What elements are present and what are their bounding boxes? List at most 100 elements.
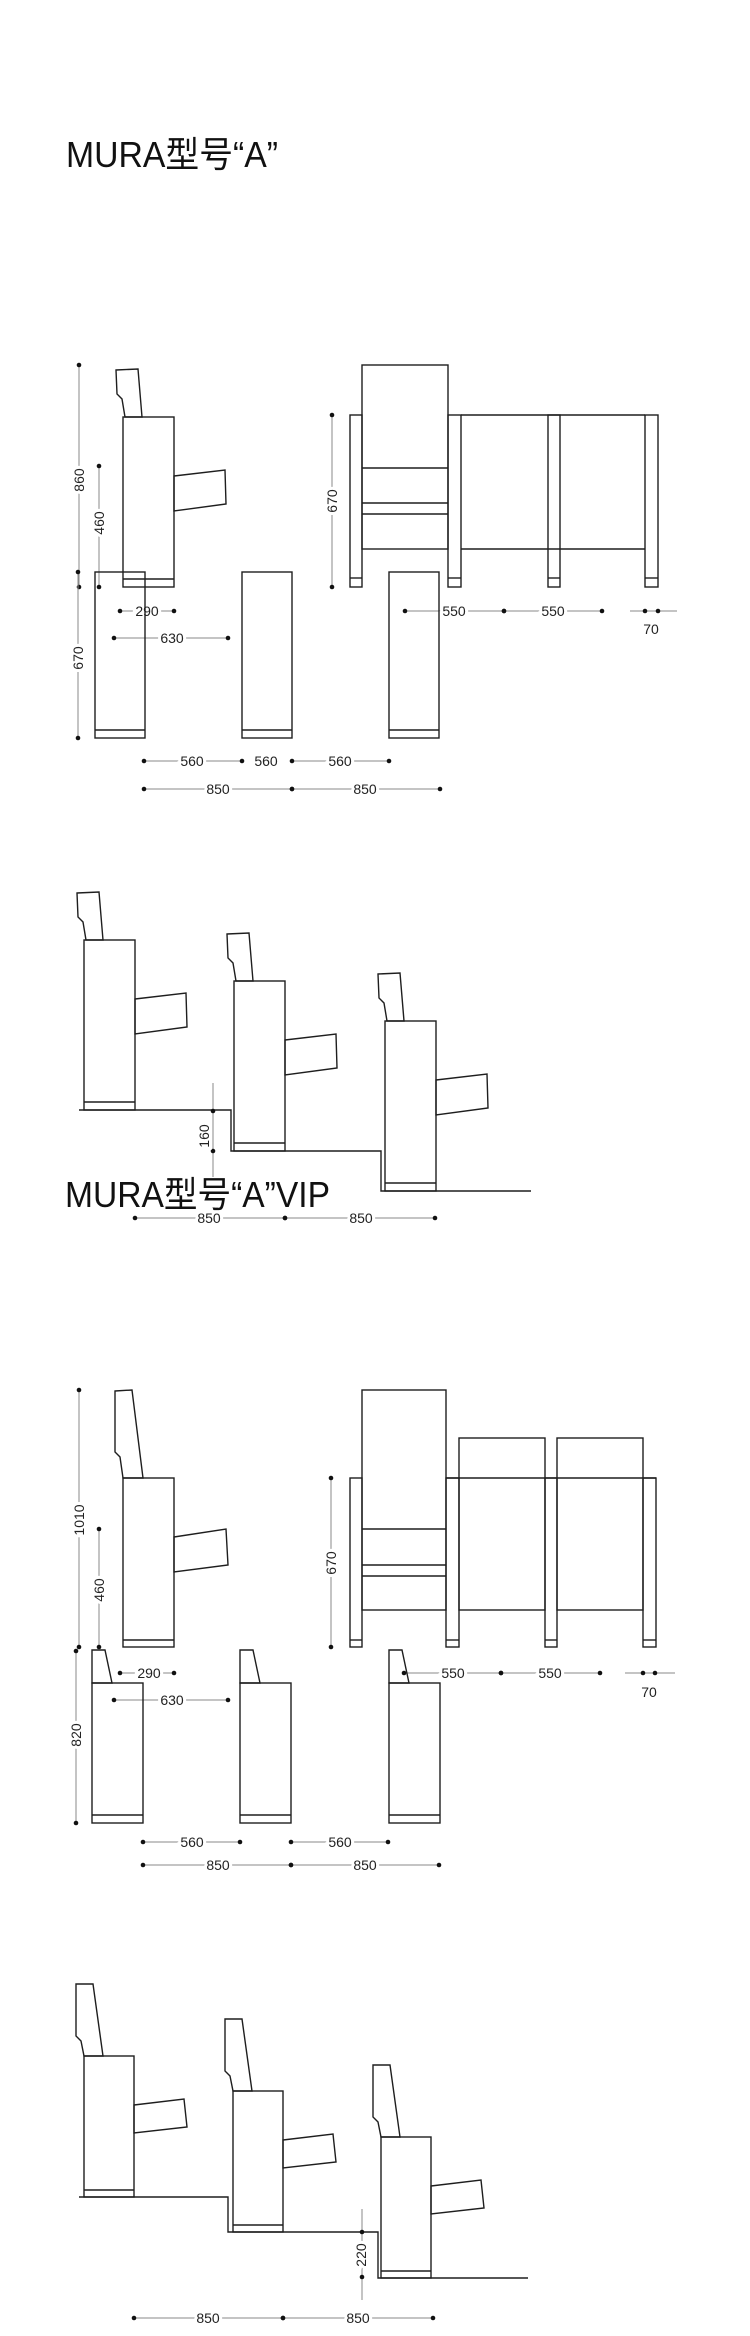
dimension-label: 860 (71, 468, 87, 492)
dimension-dot (132, 1215, 138, 1221)
headrest (91, 1649, 113, 1684)
dimension-dot (225, 635, 231, 641)
post-outline (447, 414, 462, 588)
dimension-dot (131, 2315, 137, 2321)
dimension-dot (437, 786, 443, 792)
dimension-dot (225, 1697, 231, 1703)
floor-steps (79, 1109, 531, 1192)
backrest-front (361, 1389, 447, 1611)
dimension-dot (501, 608, 507, 614)
dimension-label: 290 (137, 1665, 161, 1681)
post-outline (544, 1477, 558, 1648)
dimension-dot (640, 1670, 646, 1676)
armrest-post (642, 1477, 657, 1648)
dimension-dot (401, 1670, 407, 1676)
seat-body (122, 416, 175, 588)
dimension-dot (385, 1839, 391, 1845)
armrest-post (349, 1477, 363, 1648)
headrest (226, 932, 254, 982)
dimension-dot (289, 786, 295, 792)
dimension-dot (96, 1526, 102, 1532)
post-outline (644, 414, 659, 588)
section-title-a-vip: MURA型号“A”VIP (65, 1174, 330, 1215)
dimension-label: 560 (328, 753, 352, 769)
seat-cushion (133, 2098, 188, 2134)
dimension-label: 630 (160, 1692, 184, 1708)
seat-outline (241, 571, 293, 739)
seat-cushion (173, 1528, 229, 1573)
dimension-dot (329, 412, 335, 418)
stepped-view-vip: 220 850 850 (75, 1983, 528, 2329)
armrest-post (547, 414, 561, 588)
dimension-dot (282, 1215, 288, 1221)
dimension-label: 70 (641, 1684, 657, 1700)
headrest (115, 368, 143, 418)
dimension-dot (117, 608, 123, 614)
floor-steps (79, 2196, 528, 2279)
backrest-front (556, 1437, 644, 1611)
folded-seat (388, 1649, 441, 1824)
dimension-label: 670 (323, 1551, 339, 1575)
folded-seat (94, 571, 146, 739)
side-view-seat (114, 1389, 229, 1648)
dimension-dot (117, 1670, 123, 1676)
dimension-dot (280, 2315, 286, 2321)
folded-seat (239, 1649, 292, 1824)
armrest-post (544, 1477, 558, 1648)
seat-cushion (430, 2179, 485, 2215)
headrest (75, 1983, 104, 2057)
dimension-dot (140, 1862, 146, 1868)
armrest-post (349, 414, 363, 588)
dimension-dot (430, 2315, 436, 2321)
dimension-dot (111, 635, 117, 641)
dimension-dot (289, 758, 295, 764)
seat-body (232, 2090, 284, 2233)
dimension-dot (359, 2229, 365, 2235)
armrest-post (644, 414, 659, 588)
row-seat (224, 2018, 337, 2233)
backrest-front (361, 364, 449, 550)
dimension-label: 220 (353, 2243, 369, 2267)
dimension-dot (329, 584, 335, 590)
dimension-dot (76, 1644, 82, 1650)
seat-body (83, 939, 136, 1111)
dimension-dot (599, 608, 605, 614)
front-view-a: 670 550 550 70 (321, 364, 677, 640)
stepped-view-a: 160 850 850 (76, 891, 531, 1229)
row-seat (226, 932, 338, 1152)
dimension-dot (96, 584, 102, 590)
dimension-label: 850 (206, 1857, 230, 1873)
side-view-seat (115, 368, 227, 588)
dimension-label: 560 (328, 1834, 352, 1850)
side-view-vip: 1010 460 290 630 (68, 1387, 231, 1711)
seat-outline (91, 1682, 144, 1824)
post-outline (349, 1477, 363, 1648)
dimension-label: 850 (349, 1210, 373, 1226)
dimension-label: 630 (160, 630, 184, 646)
dimension-label: 850 (346, 2310, 370, 2326)
dimension-label: 550 (538, 1665, 562, 1681)
dimension-dot (111, 1697, 117, 1703)
dimension-dot (96, 463, 102, 469)
dimension-dot (171, 608, 177, 614)
folded-seat (91, 1649, 144, 1824)
dimension-dot (73, 1648, 79, 1654)
headrest (224, 2018, 253, 2092)
dimension-dot (75, 735, 81, 741)
dimension-dot (597, 1670, 603, 1676)
armrest-post (445, 1477, 460, 1648)
headrest (377, 972, 405, 1022)
seat-body (83, 2055, 135, 2198)
seat-body (380, 2136, 432, 2279)
row-seat (76, 891, 188, 1111)
dimension-label: 460 (91, 1578, 107, 1602)
dimension-dot (288, 1839, 294, 1845)
dimension-label: 1010 (71, 1504, 87, 1535)
dimension-dot (328, 1475, 334, 1481)
post-outline (349, 414, 363, 588)
dimension-dot (239, 758, 245, 764)
dimension-label: 290 (135, 603, 159, 619)
seat-outline (239, 1682, 292, 1824)
